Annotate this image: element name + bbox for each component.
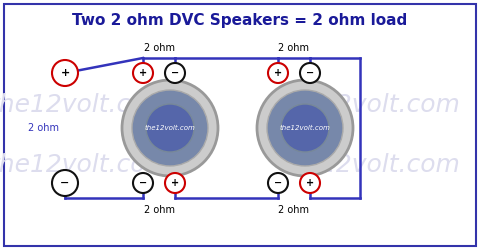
- Text: −: −: [139, 178, 147, 188]
- Text: +: +: [139, 68, 147, 78]
- Circle shape: [146, 104, 194, 152]
- Text: −: −: [60, 178, 70, 188]
- Circle shape: [281, 104, 329, 152]
- Text: −: −: [171, 68, 179, 78]
- Circle shape: [257, 80, 353, 176]
- Circle shape: [268, 63, 288, 83]
- Text: the12volt.com: the12volt.com: [0, 93, 170, 117]
- Text: +: +: [306, 178, 314, 188]
- Text: −: −: [306, 68, 314, 78]
- Circle shape: [132, 90, 208, 166]
- Text: 2 ohm: 2 ohm: [144, 43, 175, 53]
- Text: the12volt.com: the12volt.com: [279, 153, 460, 177]
- Text: the12volt.com: the12volt.com: [144, 125, 195, 131]
- Circle shape: [133, 173, 153, 193]
- Text: Two 2 ohm DVC Speakers = 2 ohm load: Two 2 ohm DVC Speakers = 2 ohm load: [72, 12, 408, 28]
- Text: 2 ohm: 2 ohm: [144, 205, 175, 215]
- Circle shape: [268, 173, 288, 193]
- Circle shape: [300, 173, 320, 193]
- Circle shape: [133, 63, 153, 83]
- Text: +: +: [171, 178, 179, 188]
- Text: +: +: [60, 68, 70, 78]
- Circle shape: [52, 170, 78, 196]
- Text: the12volt.com: the12volt.com: [279, 125, 330, 131]
- Circle shape: [122, 80, 218, 176]
- Circle shape: [165, 173, 185, 193]
- Circle shape: [300, 63, 320, 83]
- Circle shape: [165, 63, 185, 83]
- Text: −: −: [274, 178, 282, 188]
- Text: 2 ohm: 2 ohm: [27, 123, 59, 133]
- Text: 2 ohm: 2 ohm: [278, 205, 310, 215]
- Circle shape: [52, 60, 78, 86]
- Circle shape: [267, 90, 343, 166]
- Text: 2 ohm: 2 ohm: [278, 43, 310, 53]
- Text: the12volt.com: the12volt.com: [0, 153, 170, 177]
- Text: the12volt.com: the12volt.com: [279, 93, 460, 117]
- Text: +: +: [274, 68, 282, 78]
